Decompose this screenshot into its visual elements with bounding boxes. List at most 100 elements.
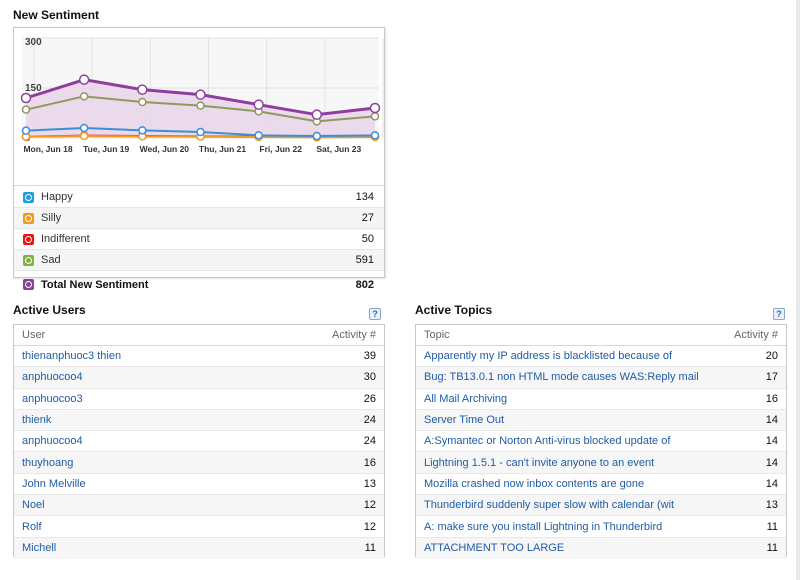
user-link[interactable]: anphuocoo4 bbox=[22, 371, 83, 384]
x-tick-label: Thu, Jun 21 bbox=[199, 144, 247, 154]
user-activity-count: 39 bbox=[363, 350, 376, 363]
legend-value: 591 bbox=[355, 254, 374, 266]
user-activity-count: 30 bbox=[363, 371, 376, 384]
legend-row-silly: Silly 27 bbox=[14, 208, 384, 229]
topic-row: ATTACHMENT TOO LARGE 11 bbox=[416, 537, 786, 559]
topic-activity-count: 14 bbox=[765, 456, 778, 469]
user-activity-count: 24 bbox=[363, 435, 376, 448]
topics-col-topic[interactable]: Topic bbox=[424, 329, 450, 341]
x-tick-label: Sat, Jun 23 bbox=[316, 144, 361, 154]
user-link[interactable]: Michell bbox=[22, 542, 57, 555]
y-tick-label: 300 bbox=[25, 37, 42, 48]
legend-swatch-icon[interactable] bbox=[23, 191, 34, 203]
topic-activity-count: 20 bbox=[765, 350, 778, 363]
legend-total-label: Total New Sentiment bbox=[41, 278, 149, 291]
user-link[interactable]: John Melville bbox=[22, 477, 86, 490]
topic-link[interactable]: ATTACHMENT TOO LARGE bbox=[424, 542, 565, 555]
data-point bbox=[370, 131, 380, 140]
user-activity-count: 13 bbox=[363, 477, 376, 490]
user-row: thienanphuoc3 thien 39 bbox=[14, 346, 384, 368]
legend-swatch-icon[interactable] bbox=[23, 233, 34, 245]
data-point bbox=[20, 92, 32, 104]
user-row: John Melville 13 bbox=[14, 474, 384, 496]
topics-title: Active Topics bbox=[415, 303, 493, 317]
user-row: Michell 11 bbox=[14, 537, 384, 559]
user-link[interactable]: anphuocoo4 bbox=[22, 435, 83, 448]
topics-rows: Apparently my IP address is blacklisted … bbox=[416, 346, 786, 559]
topic-link[interactable]: All Mail Archiving bbox=[424, 392, 508, 405]
topic-activity-count: 14 bbox=[765, 477, 778, 490]
data-point bbox=[370, 112, 380, 121]
data-point bbox=[311, 109, 323, 120]
data-point bbox=[312, 131, 322, 141]
users-help-icon[interactable]: ? bbox=[369, 308, 381, 320]
topic-activity-count: 14 bbox=[765, 435, 778, 448]
user-activity-count: 12 bbox=[363, 499, 376, 512]
topic-link[interactable]: A: make sure you install Lightning in Th… bbox=[424, 520, 663, 533]
topic-link[interactable]: Thunderbird suddenly super slow with cal… bbox=[424, 499, 675, 512]
legend-swatch-icon[interactable] bbox=[23, 254, 34, 266]
users-col-activity[interactable]: Activity # bbox=[331, 329, 376, 341]
topic-activity-count: 11 bbox=[766, 542, 778, 555]
topic-row: Bug: TB13.0.1 non HTML mode causes WAS:R… bbox=[416, 367, 786, 389]
topics-col-activity[interactable]: Activity # bbox=[733, 329, 778, 341]
user-activity-count: 16 bbox=[363, 456, 376, 469]
x-tick-label: Wed, Jun 20 bbox=[140, 144, 190, 154]
data-point bbox=[79, 92, 89, 101]
user-activity-count: 24 bbox=[363, 414, 376, 427]
x-tick-label: Mon, Jun 18 bbox=[23, 144, 72, 154]
legend-swatch-icon[interactable] bbox=[23, 279, 34, 290]
topics-help-icon[interactable]: ? bbox=[773, 308, 785, 320]
legend-label: Silly bbox=[41, 212, 62, 224]
data-point bbox=[21, 105, 31, 114]
user-activity-count: 11 bbox=[364, 542, 376, 555]
topic-row: Thunderbird suddenly super slow with cal… bbox=[416, 495, 786, 517]
topic-link[interactable]: Bug: TB13.0.1 non HTML mode causes WAS:R… bbox=[424, 371, 699, 384]
legend-row-indifferent: Indifferent 50 bbox=[14, 229, 384, 250]
users-col-user[interactable]: User bbox=[22, 329, 46, 341]
data-point bbox=[196, 101, 205, 110]
legend-label: Sad bbox=[41, 254, 61, 266]
data-point bbox=[196, 127, 205, 137]
data-point bbox=[21, 126, 31, 135]
topics-table-header: Topic Activity # bbox=[416, 325, 786, 346]
topic-link[interactable]: Mozilla crashed now inbox contents are g… bbox=[424, 477, 645, 490]
users-table-header: User Activity # bbox=[14, 325, 384, 346]
topic-link[interactable]: Server Time Out bbox=[424, 414, 505, 427]
users-title: Active Users bbox=[13, 303, 86, 317]
user-link[interactable]: Rolf bbox=[22, 520, 42, 533]
data-point bbox=[138, 97, 147, 107]
topic-activity-count: 16 bbox=[765, 392, 778, 405]
legend-label: Indifferent bbox=[41, 233, 90, 245]
topic-row: Mozilla crashed now inbox contents are g… bbox=[416, 474, 786, 496]
user-row: anphuocoo4 24 bbox=[14, 431, 384, 453]
legend-row-sad: Sad 591 bbox=[14, 250, 384, 271]
legend-swatch-icon[interactable] bbox=[23, 212, 34, 224]
user-link[interactable]: thienanphuoc3 thien bbox=[22, 350, 122, 363]
topic-link[interactable]: Apparently my IP address is blacklisted … bbox=[424, 350, 673, 363]
user-activity-count: 26 bbox=[363, 392, 376, 405]
data-point bbox=[137, 84, 148, 95]
data-point bbox=[254, 131, 263, 140]
user-link[interactable]: thuyhoang bbox=[22, 456, 74, 469]
user-link[interactable]: anphuocoo3 bbox=[22, 392, 83, 405]
data-point bbox=[369, 102, 381, 114]
topic-link[interactable]: A:Symantec or Norton Anti-virus blocked … bbox=[424, 435, 671, 448]
legend-value: 134 bbox=[355, 191, 374, 203]
topic-activity-count: 14 bbox=[765, 414, 778, 427]
topic-link[interactable]: Lightning 1.5.1 - can't invite anyone to… bbox=[424, 456, 655, 469]
topic-row: A: make sure you install Lightning in Th… bbox=[416, 516, 786, 538]
legend-value: 27 bbox=[361, 212, 374, 224]
data-point bbox=[138, 126, 147, 135]
topic-row: A:Symantec or Norton Anti-virus blocked … bbox=[416, 431, 786, 453]
legend-value: 50 bbox=[361, 233, 374, 245]
user-link[interactable]: thienk bbox=[22, 414, 52, 427]
topic-activity-count: 11 bbox=[766, 520, 778, 533]
user-row: anphuocoo4 30 bbox=[14, 367, 384, 389]
users-table: User Activity # thienanphuoc3 thien 39 anp… bbox=[13, 324, 385, 559]
window-scrollbar[interactable] bbox=[796, 0, 800, 580]
user-link[interactable]: Noel bbox=[22, 499, 45, 512]
legend-total-value: 802 bbox=[355, 278, 374, 291]
